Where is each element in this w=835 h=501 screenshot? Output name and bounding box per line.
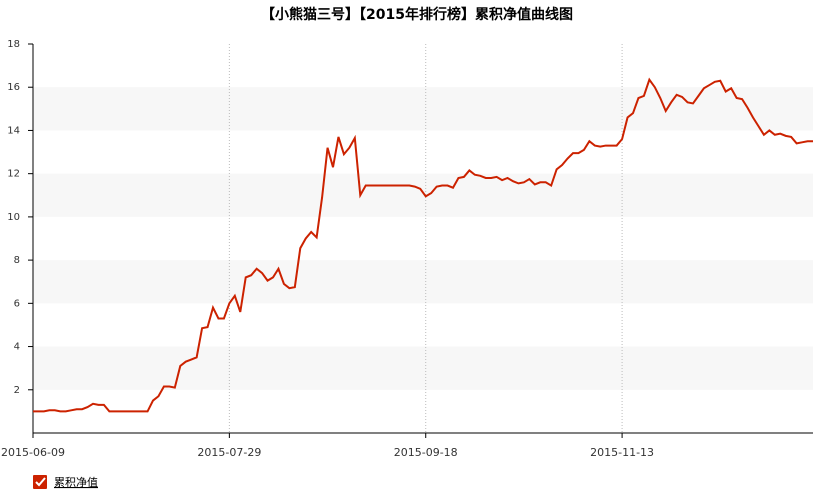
legend-item[interactable]: 累积净值: [33, 475, 98, 489]
y-tick-label: 18: [7, 39, 20, 50]
y-tick-label: 10: [7, 212, 20, 223]
x-tick-label: 2015-11-13: [590, 446, 654, 459]
line-series: [33, 77, 813, 413]
chart-title: 【小熊猫三号】【2015年排行榜】累积净值曲线图: [261, 6, 573, 23]
legend-check: [35, 477, 46, 487]
y-tick-label: 6: [14, 298, 20, 309]
y-tick-label: 14: [7, 125, 20, 136]
y-tick-label: 16: [7, 82, 20, 93]
y-tick-label: 8: [14, 255, 20, 266]
y-tick-label: 2: [14, 385, 20, 396]
grid-band: [33, 346, 813, 390]
legend-checkbox[interactable]: [33, 475, 47, 489]
x-tick-label: 2015-06-09: [1, 446, 65, 459]
grid-band: [33, 260, 813, 304]
grid-band: [33, 87, 813, 131]
y-tick-label: 12: [7, 169, 20, 180]
legend-label: 累积净值: [54, 475, 98, 489]
y-tick-label: 4: [14, 342, 20, 353]
x-tick-label: 2015-07-29: [197, 446, 261, 459]
grid-band: [33, 173, 813, 217]
x-tick-label: 2015-09-18: [394, 446, 458, 459]
